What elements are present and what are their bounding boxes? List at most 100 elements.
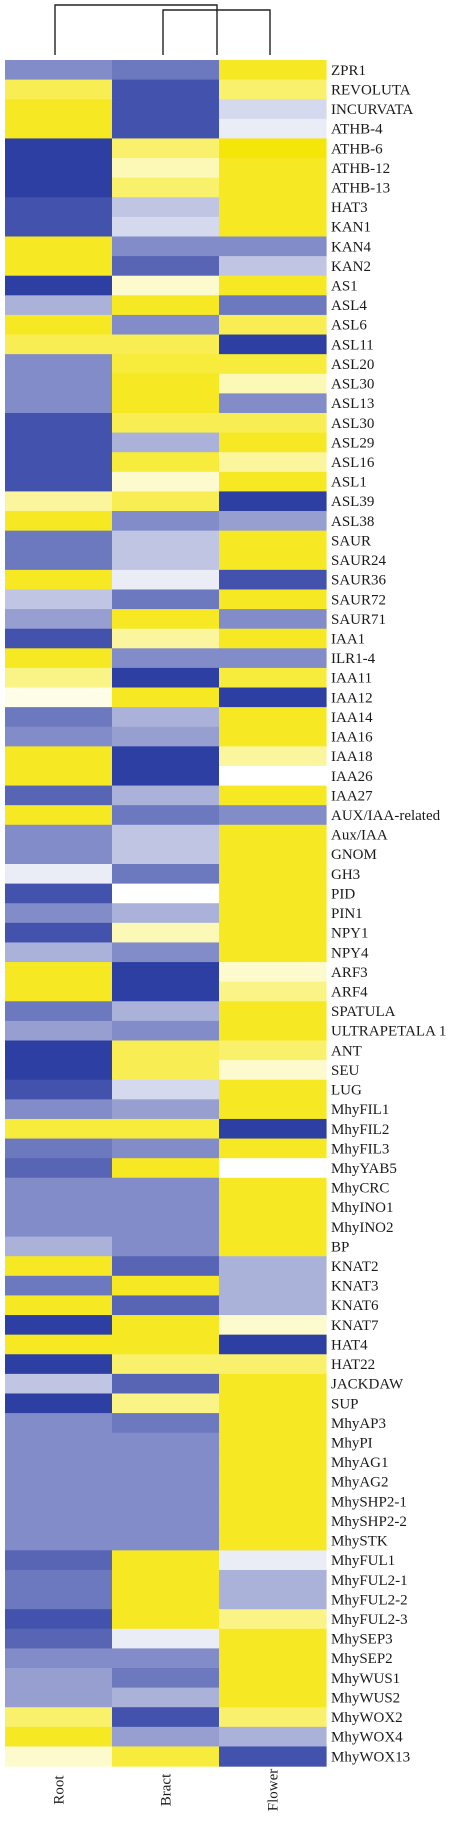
heatmap-cell — [5, 275, 113, 296]
heatmap-cell — [5, 1236, 113, 1257]
heatmap-cell — [5, 1393, 113, 1414]
heatmap-cell — [5, 1197, 113, 1218]
heatmap-cell — [112, 962, 220, 983]
heatmap-cell — [5, 1413, 113, 1434]
heatmap-cell — [5, 1177, 113, 1198]
heatmap-cell — [112, 609, 220, 630]
heatmap-cell — [219, 609, 327, 630]
heatmap-cell — [5, 118, 113, 140]
heatmap-cell — [5, 962, 113, 983]
row-label: MhyCRC — [331, 1181, 389, 1197]
heatmap-cell — [5, 1020, 113, 1042]
row-label: ASL1 — [331, 475, 367, 491]
heatmap-cell — [112, 1040, 220, 1061]
row-labels: ZPR1 REVOLUTA INCURVATA ATHB-4 ATHB-6 ATHB-12… — [331, 63, 446, 1765]
heatmap-cell — [5, 393, 113, 414]
heatmap-cell — [219, 667, 327, 689]
heatmap-cell — [112, 1550, 220, 1571]
row-label: IAA27 — [331, 788, 373, 804]
heatmap-cell — [219, 1746, 327, 1767]
heatmap-cell — [219, 942, 327, 963]
heatmap-cell — [5, 1354, 113, 1375]
row-label: MhyFIL3 — [331, 1141, 389, 1157]
row-label: KAN1 — [331, 220, 371, 236]
heatmap-cell — [112, 628, 220, 649]
heatmap-cell — [5, 256, 113, 277]
row-label: ASL11 — [331, 337, 374, 353]
row-label: ASL6 — [331, 318, 367, 334]
heatmap-cell — [219, 1707, 327, 1728]
heatmap-cell — [219, 1354, 327, 1375]
heatmap-cell — [219, 1079, 327, 1100]
heatmap-cell — [219, 60, 327, 81]
row-label: SAUR72 — [331, 592, 386, 608]
row-label: ATHB-4 — [331, 122, 383, 138]
heatmap-cell — [5, 412, 113, 434]
heatmap-cell — [219, 236, 327, 257]
heatmap-cell — [219, 373, 327, 394]
row-label: SAUR71 — [331, 612, 386, 628]
heatmap-cell — [5, 1589, 113, 1610]
heatmap-cell — [219, 981, 327, 1002]
row-label: MhyFUL1 — [331, 1553, 395, 1569]
row-label: INCURVATA — [331, 102, 413, 118]
row-label: KNAT3 — [331, 1279, 379, 1295]
heatmap-cell — [5, 1315, 113, 1336]
heatmap-cell — [112, 746, 220, 767]
heatmap-cell — [219, 1236, 327, 1257]
heatmap-cell — [112, 1393, 220, 1414]
heatmap-cell — [219, 1609, 327, 1630]
row-label: IAA26 — [331, 769, 373, 785]
heatmap-cell — [112, 707, 220, 728]
heatmap-cell — [219, 511, 327, 532]
heatmap-cell — [112, 452, 220, 473]
heatmap-cell — [219, 1373, 327, 1395]
heatmap-cell — [112, 1216, 220, 1238]
heatmap-cell — [112, 530, 220, 551]
row-label: PID — [331, 886, 355, 902]
row-label: IAA11 — [331, 671, 372, 687]
heatmap-cell — [5, 1001, 113, 1022]
heatmap-cell — [219, 1040, 327, 1061]
heatmap-cell — [219, 1393, 327, 1414]
row-label: MhyFUL2-1 — [331, 1573, 408, 1589]
heatmap-cell — [112, 511, 220, 532]
row-label: KNAT6 — [331, 1298, 379, 1314]
heatmap-cell — [5, 1628, 113, 1650]
row-label: MhyWOX2 — [331, 1710, 403, 1726]
heatmap-cell — [5, 1550, 113, 1571]
row-label: MhyPI — [331, 1436, 373, 1452]
heatmap-cell — [112, 648, 220, 669]
column-label: Bract — [159, 1773, 175, 1806]
heatmap-cell — [5, 158, 113, 179]
heatmap-cell — [112, 864, 220, 885]
row-label: MhyFUL2-3 — [331, 1612, 408, 1628]
heatmap-cell — [219, 1550, 327, 1571]
heatmap-cell — [5, 824, 113, 845]
row-label: MhyWOX13 — [331, 1749, 410, 1765]
heatmap-cell — [219, 275, 327, 296]
heatmap-cell — [219, 1726, 327, 1748]
row-label: KAN4 — [331, 239, 371, 255]
row-label: ASL20 — [331, 357, 374, 373]
heatmap-cell — [219, 903, 327, 924]
heatmap-cell — [112, 726, 220, 747]
heatmap-cell — [112, 1236, 220, 1257]
heatmap-cell — [5, 903, 113, 924]
heatmap-cell — [5, 60, 113, 81]
row-label: MhySHP2-1 — [331, 1494, 407, 1510]
heatmap-cell — [112, 99, 220, 120]
heatmap-cell — [219, 138, 327, 159]
heatmap-cell — [5, 765, 113, 787]
heatmap-cell — [112, 295, 220, 316]
row-label: ARF3 — [331, 965, 368, 981]
row-label: ATHB-12 — [331, 161, 390, 177]
heatmap-cell — [5, 883, 113, 904]
heatmap-cell — [5, 1746, 113, 1767]
row-label: ATHB-13 — [331, 180, 390, 196]
heatmap-cell — [219, 79, 327, 100]
heatmap-cell — [5, 726, 113, 747]
heatmap-cell — [5, 471, 113, 493]
heatmap-cell — [219, 1001, 327, 1022]
